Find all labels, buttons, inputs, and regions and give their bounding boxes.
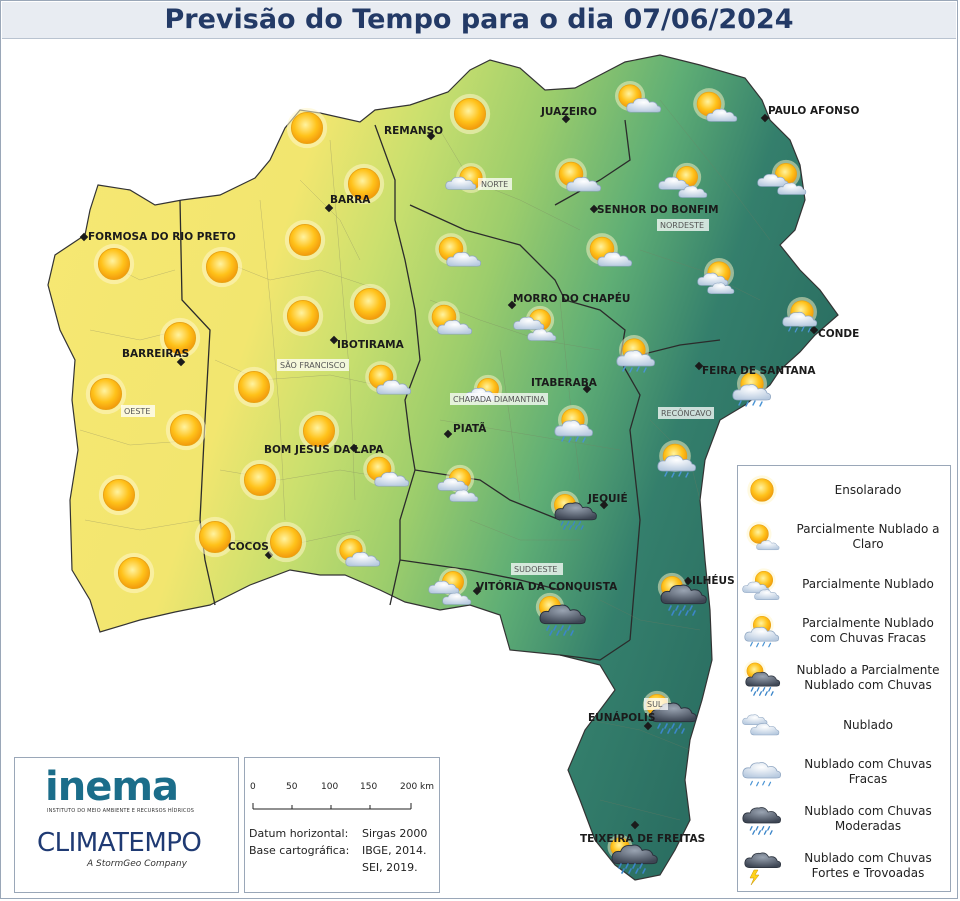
- city-label-ibotirama: IBOTIRAMA: [337, 339, 405, 351]
- legend-item: Nublado: [738, 701, 950, 749]
- city-label-bom-jesus-da-lapa: BOM JESUS DA LAPA: [264, 444, 384, 456]
- region-label-oeste: OESTE: [124, 407, 150, 416]
- legend-label: Nublado a Parcialmente Nublado com Chuva…: [796, 663, 940, 692]
- scale-tick-label: 50: [286, 782, 298, 792]
- base-value: IBGE, 2014.: [362, 844, 427, 857]
- scale-bar: [252, 803, 412, 810]
- city-label-cocos: COCOS: [228, 541, 269, 553]
- cloudy-rain-icon: [743, 659, 781, 696]
- city-label-barra: BARRA: [330, 194, 371, 206]
- region-labels: NORTE NORDESTE SÃO FRANCISCO OESTE CHAPA…: [121, 178, 714, 710]
- city-label-feira-de-santana: FEIRA DE SANTANA: [702, 365, 816, 377]
- legend-label: Nublado com Chuvas Moderadas: [804, 804, 932, 833]
- city-label-barreiras: BARREIRAS: [122, 348, 189, 360]
- legend-label: Parcialmente Nublado com Chuvas Fracas: [802, 616, 934, 645]
- region-label-nordeste: NORDESTE: [660, 221, 704, 230]
- legend-label: Ensolarado: [834, 482, 902, 497]
- legend-item: Nublado com Chuvas Fortes e Trovoadas: [738, 842, 950, 890]
- city-labels: FORMOSA DO RIO PRETO BARREIRAS BARRA REM…: [88, 105, 860, 845]
- legend-item: Parcialmente Nublado: [738, 560, 950, 608]
- legend-item: Nublado a Parcialmente Nublado com Chuva…: [738, 654, 950, 702]
- city-label-formosa: FORMOSA DO RIO PRETO: [88, 231, 236, 243]
- thunderstorm-icon: [744, 852, 782, 886]
- city-label-vitoria-da-conquista: VITÓRIA DA CONQUISTA: [476, 580, 618, 593]
- scale-tick-label: 0: [250, 782, 256, 792]
- city-label-itaberaba: ITABERABA: [531, 377, 598, 389]
- partly-cloudy-icon: [742, 568, 780, 600]
- legend-item: Nublado com Chuvas Fracas: [738, 748, 950, 796]
- region-label-chapada: CHAPADA DIAMANTINA: [453, 395, 545, 404]
- cloudy-icon: [742, 714, 780, 736]
- region-label-reconcavo: RECÔNCAVO: [661, 407, 712, 418]
- base-value-2: SEI, 2019.: [362, 861, 418, 874]
- legend-label: Nublado com Chuvas Fracas: [804, 757, 932, 786]
- region-boundaries: [179, 119, 721, 661]
- city-label-jequie: JEQUIÉ: [587, 492, 628, 505]
- city-label-morro-do-chapeu: MORRO DO CHAPÉU: [513, 292, 630, 305]
- partly-cloudy-clear-icon: [746, 521, 780, 551]
- map-title: Previsão do Tempo para o dia 07/06/2024: [164, 4, 794, 35]
- region-label-sul: SUL: [647, 700, 663, 709]
- city-label-conde: CONDE: [818, 328, 859, 340]
- bahia-state-shape: [47, 54, 839, 881]
- cloudy-light-rain-icon: [742, 762, 781, 787]
- inema-logo: inema: [45, 764, 179, 810]
- legend-label: Nublado: [843, 717, 893, 732]
- legend-item: Ensolarado: [738, 466, 950, 514]
- city-label-paulo-afonso: PAULO AFONSO: [768, 105, 860, 117]
- legend-label: Nublado com Chuvas Fortes e Trovoadas: [804, 851, 932, 880]
- scale-tick-label: 100: [321, 782, 339, 792]
- legend-item: Parcialmente Nublado a Claro: [738, 513, 950, 561]
- logo-panel: inema INSTITUTO DO MEIO AMBIENTE E RECUR…: [14, 757, 239, 893]
- datum-value: Sirgas 2000: [362, 827, 428, 840]
- region-label-sao-francisco: SÃO FRANCISCO: [280, 360, 346, 370]
- inema-subtitle: INSTITUTO DO MEIO AMBIENTE E RECURSOS HÍ…: [47, 808, 195, 814]
- sunny-icon: [746, 475, 778, 505]
- city-label-eunapolis: EUNÁPOLIS: [588, 711, 655, 724]
- city-label-remanso: REMANSO: [384, 125, 443, 137]
- legend-label: Parcialmente Nublado a Claro: [796, 522, 940, 551]
- city-label-ilheus: ILHÉUS: [692, 574, 735, 587]
- legend-item: Nublado com Chuvas Moderadas: [738, 795, 950, 843]
- city-label-piata: PIATÃ: [453, 422, 487, 435]
- scale-tick-label: 150: [360, 782, 378, 792]
- city-label-teixeira-de-freitas: TEIXEIRA DE FREITAS: [580, 833, 705, 845]
- scale-tick-label: 200 km: [400, 782, 435, 792]
- legend-item: Parcialmente Nublado com Chuvas Fracas: [738, 607, 950, 655]
- stormgeo-tagline: A StormGeo Company: [87, 859, 187, 869]
- region-label-norte: NORTE: [481, 180, 508, 189]
- datum-label: Datum horizontal:: [249, 827, 349, 840]
- title-bar: Previsão do Tempo para o dia 07/06/2024: [2, 2, 956, 39]
- cloudy-moderate-rain-icon: [742, 807, 781, 835]
- partly-cloudy-light-rain-icon: [744, 613, 780, 648]
- weather-legend: Ensolarado Parcialmente Nublado a Claro …: [737, 465, 951, 892]
- city-label-senhor-do-bonfim: SENHOR DO BONFIM: [597, 204, 719, 216]
- climatempo-logo: CLIMATEMPO: [37, 828, 202, 858]
- base-label: Base cartográfica:: [249, 844, 350, 857]
- legend-label: Parcialmente Nublado: [802, 576, 934, 591]
- city-label-juazeiro: JUAZEIRO: [540, 106, 597, 118]
- region-label-sudoeste: SUDOESTE: [514, 565, 557, 574]
- scale-panel: 0 50 100 150 200 km Datum horizontal: Si…: [244, 757, 440, 893]
